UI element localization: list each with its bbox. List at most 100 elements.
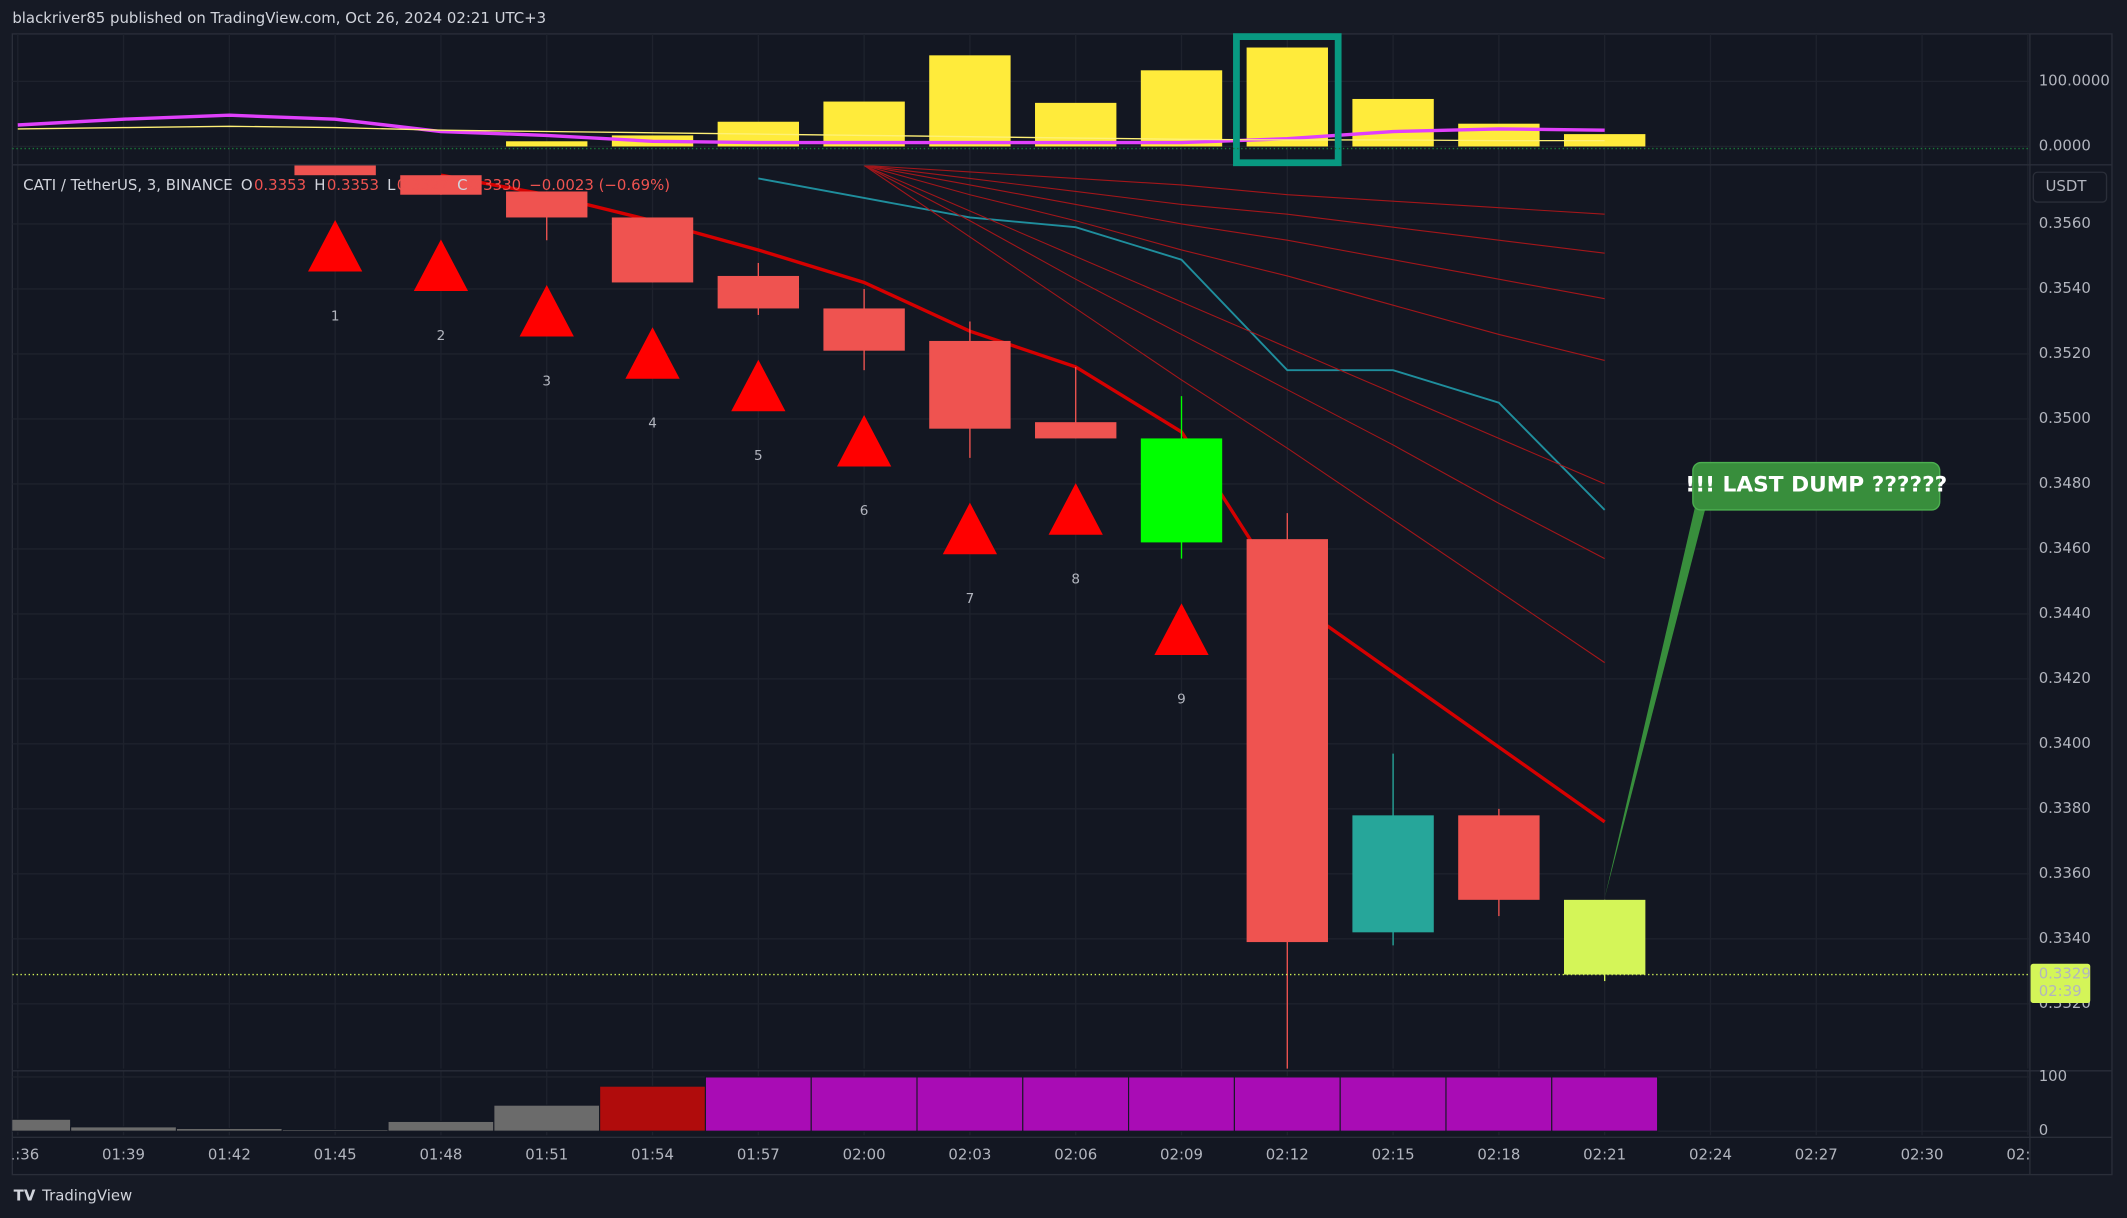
- y-tick-label: 0.3340: [2039, 929, 2091, 947]
- indicator-bar: [506, 141, 588, 147]
- candle-body: [400, 175, 482, 195]
- y-tick-label: 0.3460: [2039, 539, 2091, 557]
- moving-average: [440, 173, 1606, 824]
- y-tick-label: 0.3540: [2039, 279, 2091, 297]
- moving-average: [758, 177, 1606, 511]
- x-tick-label: 01:39: [102, 1146, 145, 1164]
- x-tick-label: 02:24: [1689, 1146, 1732, 1164]
- x-tick-label: 02:33: [2006, 1146, 2049, 1164]
- callout-pointer: [1604, 504, 1707, 898]
- candle-body: [294, 165, 376, 176]
- oscillator-bar: [387, 1120, 495, 1132]
- indicator-bar: [1352, 98, 1434, 147]
- oscillator-bar: [1551, 1076, 1659, 1132]
- signal-label: 4: [648, 416, 657, 432]
- x-tick-label: 02:00: [843, 1146, 886, 1164]
- signal-label: 1: [331, 308, 340, 324]
- x-tick-label: 02:06: [1054, 1146, 1097, 1164]
- signal-triangle: [308, 219, 363, 272]
- oscillator-bar: [493, 1104, 601, 1132]
- callout-box: [1692, 461, 1941, 511]
- signal-label: 7: [966, 591, 975, 607]
- x-tick-label: 01:51: [525, 1146, 568, 1164]
- moving-average: [864, 165, 1605, 215]
- legend-item: 0.3353: [254, 176, 306, 194]
- y2-tick-label: 0.0000: [2039, 136, 2091, 154]
- signal-triangle: [731, 359, 786, 412]
- oscillator-bar: [1445, 1076, 1553, 1132]
- y-tick-label: 0.3560: [2039, 214, 2091, 232]
- indicator-bar: [1458, 123, 1540, 147]
- oscillator-bar: [281, 1129, 389, 1132]
- y-tick-label: 0.3440: [2039, 604, 2091, 622]
- legend-item: 0.3353: [327, 176, 379, 194]
- moving-average: [863, 165, 1605, 664]
- y-tick-label: 0.3380: [2039, 799, 2091, 817]
- y-tick-label: 0.3500: [2039, 409, 2091, 427]
- moving-average: [864, 165, 1605, 254]
- x-tick-label: 01:54: [631, 1146, 674, 1164]
- oscillator-bar: [810, 1076, 918, 1132]
- indicator-bar: [1246, 47, 1328, 147]
- indicator-bar: [929, 55, 1011, 147]
- legend-item: C: [457, 176, 467, 194]
- moving-average: [864, 165, 1605, 300]
- x-tick-label: 02:27: [1795, 1146, 1838, 1164]
- brand-logo: TV: [14, 1186, 36, 1204]
- signal-label: 8: [1071, 571, 1080, 587]
- legend-item: L: [387, 176, 396, 194]
- candle-body: [506, 191, 588, 218]
- x-tick-label: 02:15: [1372, 1146, 1415, 1164]
- price-axis: 0.33200.33400.33600.33800.34000.34200.34…: [2030, 71, 2110, 1139]
- signal-label: 3: [542, 373, 551, 389]
- candle-body: [1352, 815, 1434, 933]
- indicator-bar: [1140, 70, 1223, 147]
- x-tick-label: 01:57: [737, 1146, 780, 1164]
- y2-tick-label: 100.0000: [2039, 71, 2110, 89]
- indicator-bar: [1035, 102, 1117, 147]
- currency-button[interactable]: [2032, 171, 2108, 203]
- x-tick-label: 02:18: [1477, 1146, 1520, 1164]
- candle-body: [823, 308, 905, 351]
- legend-item: 0.3330: [469, 176, 521, 194]
- oscillator-pane: [12, 1071, 2030, 1136]
- signal-label: 5: [754, 448, 763, 464]
- moving-average: [863, 165, 1605, 485]
- oscillator-bar: [599, 1085, 706, 1132]
- signal-triangle: [519, 284, 574, 337]
- legend-symbol: CATI / TetherUS, 3, BINANCE: [23, 176, 233, 194]
- legend-item: H: [314, 176, 325, 194]
- y-tick-label: 0.3400: [2039, 734, 2091, 752]
- oscillator-bar: [916, 1076, 1024, 1132]
- x-tick-label: 01:48: [419, 1146, 462, 1164]
- signal-label: 2: [437, 328, 446, 344]
- x-tick-label: 02:30: [1901, 1146, 1944, 1164]
- x-tick-label: 02:03: [948, 1146, 991, 1164]
- oscillator-bar: [1128, 1076, 1235, 1132]
- signal-triangle: [413, 239, 469, 292]
- legend-item: O: [241, 176, 253, 194]
- signal-triangle: [1154, 603, 1209, 655]
- currency-label[interactable]: USDT: [2045, 177, 2087, 195]
- y-tick-label: 0.3420: [2039, 669, 2091, 687]
- x-tick-label: 01:42: [208, 1146, 251, 1164]
- y3-tick-label: 0: [2039, 1121, 2048, 1139]
- signal-triangle: [836, 414, 892, 467]
- signal-triangle: [625, 327, 680, 379]
- signal-label: 9: [1177, 692, 1186, 708]
- last-price-box: [2030, 963, 2091, 1004]
- indicator-bar: [823, 101, 905, 147]
- moving-average: [863, 165, 1605, 361]
- y3-tick-label: 100: [2039, 1067, 2067, 1085]
- legend-item: −0.0023 (−0.69%): [529, 176, 670, 194]
- moving-average: [863, 165, 1605, 560]
- y-tick-label: 0.3480: [2039, 474, 2091, 492]
- oscillator-bar: [1233, 1076, 1341, 1132]
- callout-text: !!! LAST DUMP ??????: [1685, 473, 1947, 498]
- legend-item: 0.3327: [397, 176, 449, 194]
- candle-body: [611, 217, 694, 283]
- signal-label: 6: [860, 503, 869, 519]
- publisher-header: blackriver85 published on TradingView.co…: [12, 9, 546, 27]
